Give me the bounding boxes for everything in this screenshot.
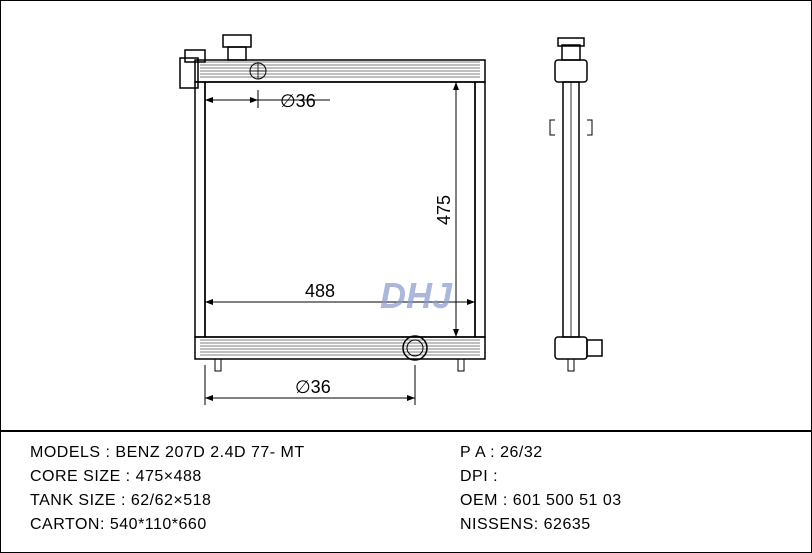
spec-tank-size: TANK SIZE : 62/62×518 — [30, 492, 460, 510]
radiator-diagram-svg: ∅36 488 475 ∅36 — [0, 0, 812, 430]
pa-value: 26/32 — [500, 444, 543, 461]
pa-label: P A — [460, 444, 485, 461]
tank-size-label: TANK SIZE — [30, 492, 116, 509]
specifications-panel: MODELS : BENZ 207D 2.4D 77- MT P A : 26/… — [0, 430, 812, 553]
carton-value: 540*110*660 — [110, 516, 207, 533]
core-size-label: CORE SIZE — [30, 468, 121, 485]
spec-oem: OEM : 601 500 51 03 — [460, 492, 782, 510]
carton-label: CARTON — [30, 516, 100, 533]
oem-value: 601 500 51 03 — [513, 492, 622, 509]
spec-models: MODELS : BENZ 207D 2.4D 77- MT — [30, 444, 460, 462]
models-value: BENZ 207D 2.4D 77- MT — [115, 444, 304, 461]
dpi-label: DPI — [460, 468, 488, 485]
spec-nissens: NISSENS: 62635 — [460, 516, 782, 534]
spec-core-size: CORE SIZE : 475×488 — [30, 468, 460, 486]
nissens-label: NISSENS — [460, 516, 534, 533]
bottom-dia-label: ∅36 — [295, 377, 331, 397]
spec-pa: P A : 26/32 — [460, 444, 782, 462]
core-size-value: 475×488 — [136, 468, 202, 485]
tank-size-value: 62/62×518 — [131, 492, 212, 509]
spec-carton: CARTON: 540*110*660 — [30, 516, 460, 534]
spec-dpi: DPI : — [460, 468, 782, 486]
technical-drawing: ∅36 488 475 ∅36 — [0, 0, 812, 430]
width-label: 488 — [305, 281, 335, 301]
top-dia-label: ∅36 — [280, 91, 316, 111]
nissens-value: 62635 — [544, 516, 591, 533]
oem-label: OEM — [460, 492, 498, 509]
height-label: 475 — [434, 195, 454, 225]
models-label: MODELS — [30, 444, 101, 461]
